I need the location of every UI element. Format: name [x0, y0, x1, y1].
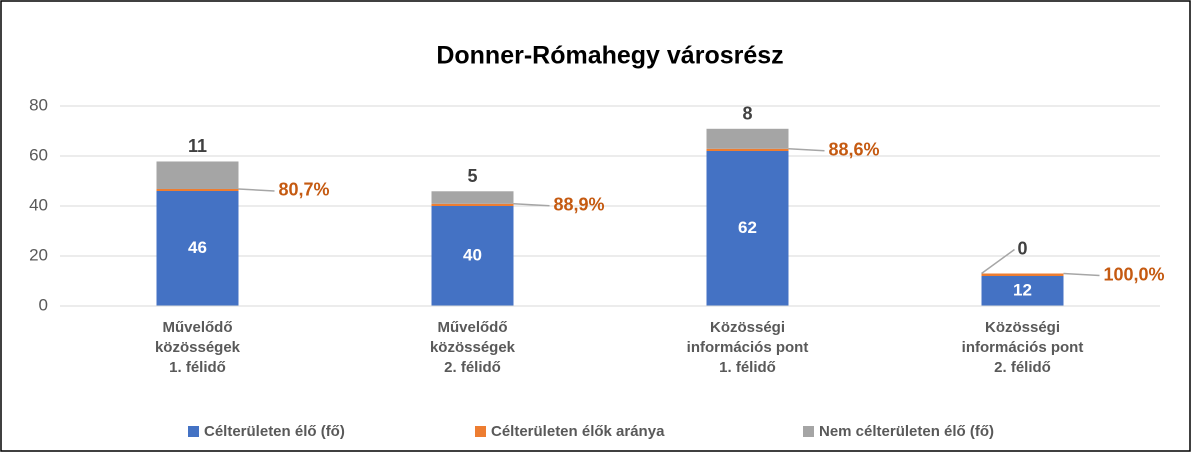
data-label: 8 [742, 104, 752, 124]
data-label: 40 [463, 245, 482, 264]
legend-swatch [803, 426, 814, 437]
bar-segment [431, 206, 514, 306]
data-label: 46 [188, 238, 207, 257]
bar-segment [706, 151, 789, 306]
data-label: 5 [467, 166, 477, 186]
leader-line [788, 148, 825, 152]
legend-label: Célterületen élő (fő) [204, 423, 345, 440]
leader-line [513, 203, 550, 207]
data-label: 0 [1017, 238, 1027, 258]
y-tick-label: 0 [39, 295, 48, 314]
data-label: 11 [188, 136, 207, 156]
x-tick-label: Művelődő közösségek 2. félidő [429, 319, 516, 376]
data-label: 80,7% [279, 180, 330, 200]
x-tick-label: Művelődő közösségek 1. félidő [154, 319, 241, 376]
legend-label: Célterületen élők aránya [491, 423, 665, 440]
y-tick-label: 60 [29, 145, 48, 164]
bar-segment [156, 188, 239, 191]
x-tick-label: Közösségi információs pont 1. félidő [686, 319, 809, 376]
bar-segment [156, 161, 239, 189]
leader-line [1063, 272, 1100, 277]
data-label: 100,0% [1104, 264, 1165, 284]
leader-line [238, 188, 275, 192]
bar-segment [981, 273, 1064, 276]
legend-swatch [188, 426, 199, 437]
y-tick-label: 40 [29, 195, 48, 214]
chart-title: Donner-Rómahegy városrész [436, 42, 783, 70]
y-tick-label: 80 [29, 95, 48, 114]
x-tick-label: Közösségi információs pont 2. félidő [961, 319, 1084, 376]
data-label: 88,9% [554, 195, 605, 215]
bar-segment [156, 191, 239, 306]
bar-segment [981, 276, 1064, 306]
leader-line [981, 248, 1015, 275]
data-label: 12 [1013, 280, 1032, 299]
data-label: 62 [738, 218, 757, 237]
bar-segment [706, 128, 789, 149]
legend-label: Nem célterületen élő (fő) [819, 423, 994, 440]
legend-swatch [475, 426, 486, 437]
y-tick-label: 20 [29, 245, 48, 264]
bar-segment [706, 148, 789, 151]
data-label: 88,6% [829, 140, 880, 160]
bar-segment [431, 191, 514, 204]
bar-segment [431, 203, 514, 206]
